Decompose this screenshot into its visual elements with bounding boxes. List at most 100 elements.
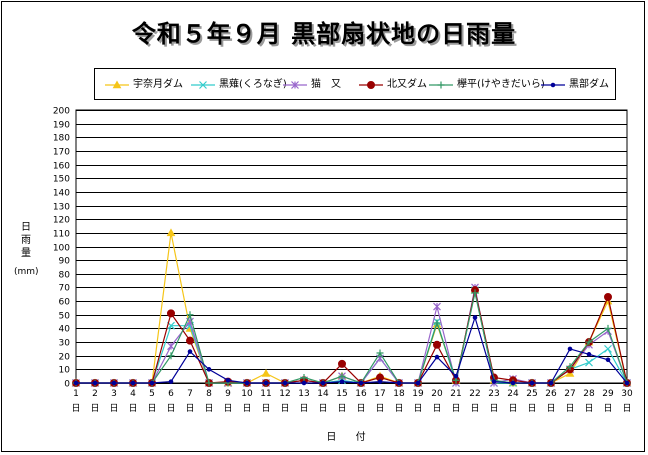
y-tick-label: 50	[59, 312, 71, 322]
legend-swatch-marker	[199, 81, 207, 89]
x-tick-suffix: 日	[565, 403, 574, 414]
series-6-point	[225, 377, 231, 383]
legend-swatch-marker	[291, 81, 299, 89]
x-tick-label: 2	[92, 389, 98, 399]
x-tick-label: 27	[564, 389, 575, 399]
series-6-point	[510, 380, 516, 386]
x-tick-suffix: 日	[432, 403, 441, 414]
series-6-point	[624, 380, 630, 386]
series-6-point	[320, 380, 326, 386]
series-6-point	[339, 379, 345, 384]
x-tick-suffix: 日	[470, 403, 479, 414]
x-tick-suffix: 日	[584, 403, 593, 414]
legend: 宇奈月ダム 黒薙(くろなぎ) 猫 又 北又ダム 欅平(けやきだいら) 黒部ダム	[94, 68, 616, 100]
series-3-point	[433, 302, 441, 311]
x-tick-label: 20	[431, 389, 443, 399]
x-tick-suffix: 日	[451, 403, 460, 414]
y-axis-label: 日 雨 量 (mm)	[14, 221, 39, 279]
series-6-point	[149, 380, 155, 386]
x-tick-suffix: 日	[337, 403, 346, 414]
x-tick-suffix: 日	[280, 403, 289, 414]
legend-label: 黒薙(くろなぎ)	[219, 79, 287, 90]
series-6-point	[206, 367, 212, 372]
x-tick-label: 17	[374, 389, 385, 399]
x-tick-suffix: 日	[603, 403, 612, 414]
series-6-point	[301, 380, 307, 386]
series-4-point	[167, 309, 175, 318]
x-tick-label: 11	[260, 389, 271, 399]
x-tick-label: 19	[412, 389, 424, 399]
series-5-point	[376, 349, 384, 357]
series-6-point	[358, 380, 364, 386]
x-tick-suffix: 日	[261, 403, 270, 414]
x-tick-suffix: 日	[622, 403, 631, 414]
x-tick-suffix: 日	[147, 403, 156, 414]
series-6-point	[491, 379, 497, 384]
y-tick-label: 160	[53, 162, 70, 172]
y-axis-label-unit: (mm)	[14, 267, 39, 277]
x-tick-label: 3	[111, 389, 117, 399]
series-6-point	[187, 349, 193, 354]
series-6-point	[605, 357, 611, 363]
x-tick-suffix: 日	[375, 403, 384, 414]
y-tick-label: 180	[53, 134, 70, 144]
series-6-point	[434, 354, 440, 360]
y-axis-label-line: 雨	[21, 235, 31, 246]
x-tick-label: 24	[507, 389, 519, 399]
x-tick-label: 30	[621, 389, 633, 399]
series-6-point	[377, 379, 383, 384]
series-6-point	[529, 380, 535, 386]
y-axis-label-line: 日	[21, 222, 31, 233]
series-5-point	[338, 372, 346, 380]
series-4-point	[186, 336, 194, 345]
legend-label: 宇奈月ダム	[133, 79, 183, 90]
series-6-point	[586, 352, 592, 357]
y-tick-label: 80	[59, 271, 71, 281]
legend-swatch-marker	[437, 81, 445, 89]
chart-title: 令和５年９月 黒部扇状地の日雨量	[131, 20, 517, 48]
series-6-point	[168, 379, 174, 384]
series-4-point	[433, 340, 441, 349]
legend-swatch-marker	[550, 82, 556, 88]
x-tick-suffix: 日	[394, 403, 403, 414]
legend-swatch	[191, 81, 215, 89]
series-2-point	[604, 344, 612, 353]
y-tick-label: 140	[53, 189, 70, 199]
series-6-point	[453, 373, 459, 379]
x-tick-label: 23	[488, 389, 499, 399]
x-tick-suffix: 日	[223, 403, 232, 414]
series-6-point	[567, 346, 573, 352]
x-tick-label: 9	[225, 389, 231, 399]
x-tick-suffix: 日	[508, 403, 517, 414]
series-6-point	[396, 380, 402, 386]
x-tick-label: 16	[355, 389, 367, 399]
series-5-point	[433, 319, 441, 327]
x-tick-label: 5	[149, 389, 155, 399]
series-5-point	[566, 363, 574, 371]
y-tick-label: 30	[59, 339, 71, 349]
y-tick-label: 120	[53, 216, 70, 226]
x-tick-suffix: 日	[356, 403, 365, 414]
y-axis-label-line: 量	[21, 248, 31, 259]
series-6-point	[244, 380, 250, 386]
y-tick-label: 10	[59, 366, 71, 376]
legend-swatch	[283, 81, 307, 89]
series-6-point	[130, 380, 136, 386]
x-axis-label: 日 付	[326, 432, 374, 443]
y-tick-label: 0	[64, 380, 70, 390]
legend-label: 北又ダム	[387, 79, 427, 90]
series-6-point	[548, 380, 554, 386]
x-tick-label: 28	[583, 389, 595, 399]
x-tick-suffix: 日	[166, 403, 175, 414]
x-tick-label: 12	[279, 389, 290, 399]
series-6-point	[282, 380, 288, 386]
x-tick-label: 6	[168, 389, 174, 399]
x-tick-suffix: 日	[527, 403, 536, 414]
x-tick-label: 21	[450, 389, 461, 399]
x-tick-label: 8	[206, 389, 212, 399]
series-5-point	[205, 379, 213, 387]
y-tick-label: 40	[59, 325, 71, 335]
x-tick-label: 10	[241, 389, 253, 399]
legend-swatch	[541, 82, 565, 88]
series-5-point	[604, 324, 612, 332]
